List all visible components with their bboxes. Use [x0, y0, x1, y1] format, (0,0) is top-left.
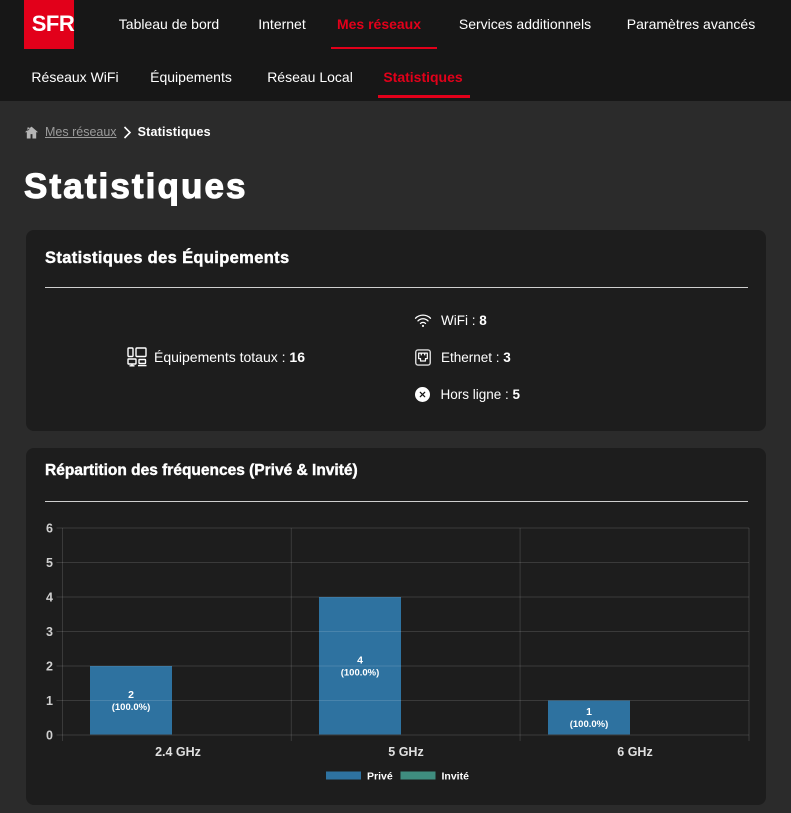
svg-text:6 GHz: 6 GHz: [617, 745, 652, 759]
svg-text:(100.0%): (100.0%): [341, 668, 380, 679]
svg-text:(100.0%): (100.0%): [570, 719, 609, 730]
svg-text:4: 4: [46, 591, 53, 605]
svg-text:1: 1: [586, 706, 592, 718]
svg-text:1: 1: [46, 694, 53, 708]
svg-text:5: 5: [46, 556, 53, 570]
svg-text:2.4 GHz: 2.4 GHz: [155, 745, 201, 759]
svg-text:5 GHz: 5 GHz: [388, 745, 423, 759]
svg-text:2: 2: [128, 689, 134, 701]
svg-text:3: 3: [46, 625, 53, 639]
svg-text:Invité: Invité: [442, 771, 470, 783]
svg-text:4: 4: [357, 655, 363, 667]
svg-text:Privé: Privé: [367, 771, 393, 783]
svg-text:2: 2: [46, 660, 53, 674]
svg-text:0: 0: [46, 729, 53, 743]
svg-text:6: 6: [46, 522, 53, 536]
svg-text:(100.0%): (100.0%): [112, 702, 151, 713]
